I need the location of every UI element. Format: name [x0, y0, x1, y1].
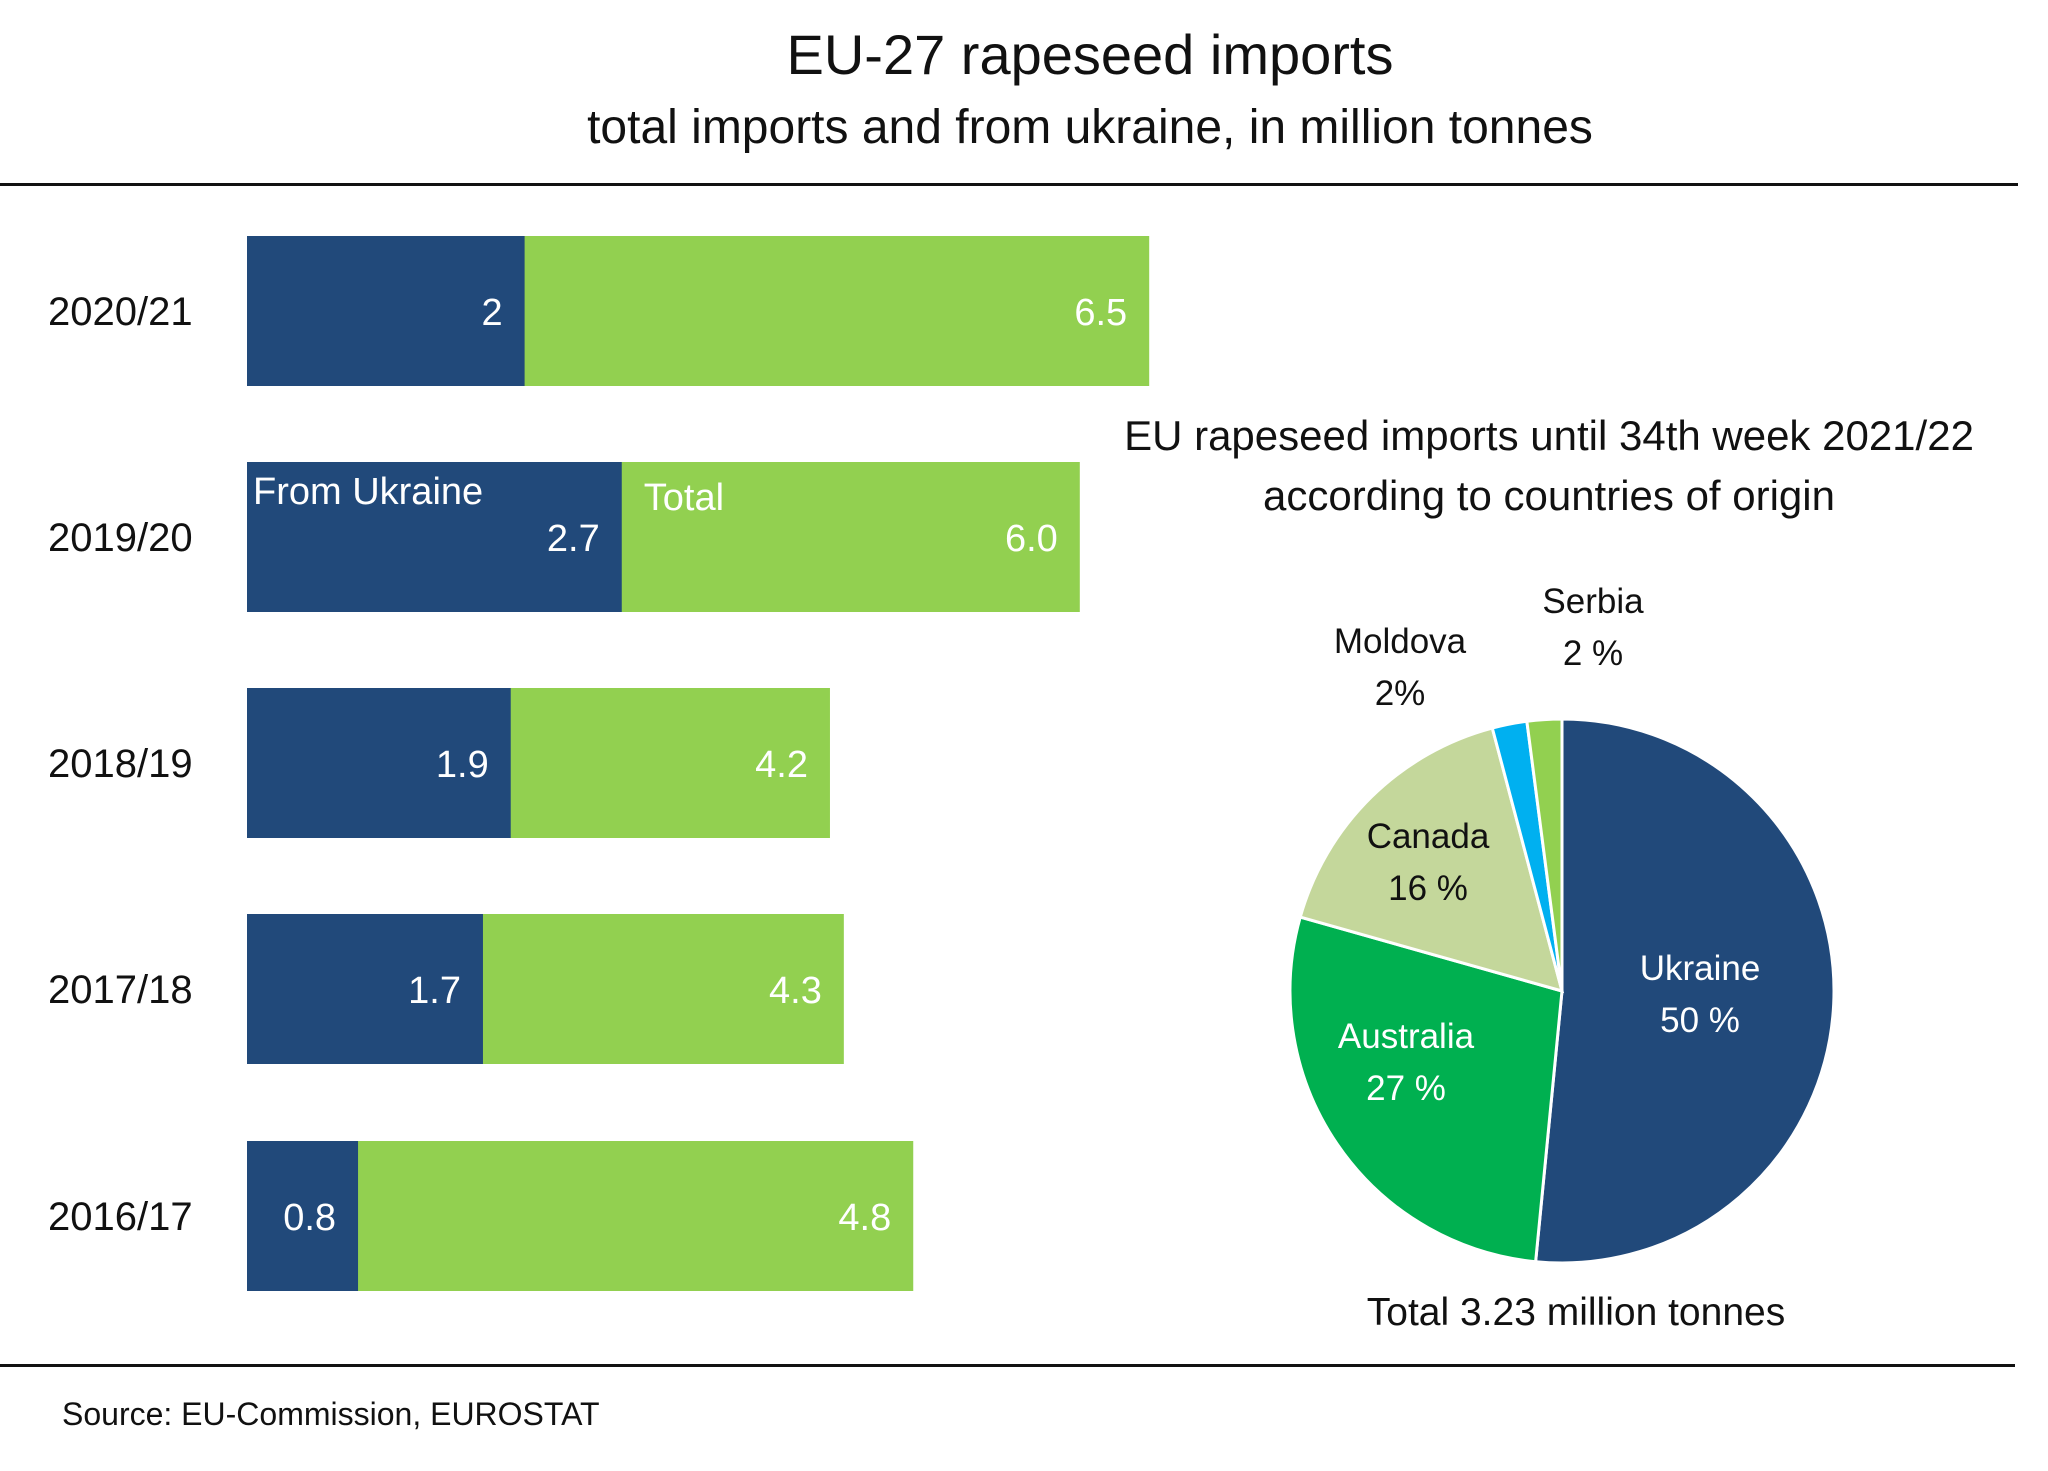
chart-subtitle: total imports and from ukraine, in milli…: [587, 101, 1593, 154]
category-label: 2019/20: [48, 516, 193, 560]
pie-label-percent: 50 %: [1660, 1001, 1740, 1040]
pie-chart: EU rapeseed imports until 34th week 2021…: [1124, 412, 1974, 1334]
pie-title-line-1: EU rapeseed imports until 34th week 2021…: [1124, 412, 1974, 459]
category-label: 2020/21: [48, 290, 193, 334]
value-label-ukraine: 2: [481, 292, 502, 334]
pie-slice-serbia: [1525, 717, 1564, 992]
bottom-divider: [0, 1364, 2015, 1367]
value-label-total: 4.3: [769, 970, 822, 1012]
pie-slice-ukraine: [1533, 717, 1836, 1265]
bar-from-ukraine: [247, 688, 511, 838]
pie-label-percent: 27 %: [1366, 1069, 1446, 1108]
pie-label-name: Moldova: [1334, 622, 1467, 661]
value-label-total: 6.0: [1005, 518, 1058, 560]
bar-from-ukraine: [247, 1141, 359, 1291]
category-label: 2016/17: [48, 1195, 193, 1239]
pie-label-percent: 16 %: [1388, 869, 1468, 908]
source-note: Source: EU-Commission, EUROSTAT: [62, 1396, 600, 1432]
value-label-ukraine: 0.8: [283, 1197, 336, 1239]
top-divider: [0, 183, 2018, 186]
bar-from-ukraine: [247, 462, 622, 612]
pie-label-name: Ukraine: [1640, 949, 1761, 988]
pie-title-line-2: according to countries of origin: [1263, 472, 1835, 519]
bar-from-ukraine: [247, 236, 525, 386]
category-label: 2018/19: [48, 742, 193, 786]
value-label-ukraine: 2.7: [547, 518, 600, 560]
value-label-ukraine: 1.9: [436, 744, 489, 786]
pie-label-name: Australia: [1338, 1017, 1475, 1056]
category-label: 2017/18: [48, 968, 193, 1012]
pie-slice-australia: [1288, 915, 1564, 1264]
pie-total-label: Total 3.23 million tonnes: [1367, 1291, 1785, 1334]
pie-slice-canada: [1298, 726, 1565, 994]
chart-title: EU-27 rapeseed imports: [786, 23, 1394, 86]
value-label-total: 6.5: [1074, 292, 1127, 334]
bar-chart: 2020/21 2 6.5 2019/20 2.7 6.0 From Ukraine Tota…: [48, 236, 1150, 1291]
pie-label-percent: 2%: [1375, 674, 1426, 713]
pie-label-percent: 2 %: [1563, 634, 1623, 673]
value-label-ukraine: 1.7: [408, 970, 461, 1012]
pie-label-name: Canada: [1367, 817, 1490, 856]
legend-total: Total: [644, 477, 724, 519]
value-label-total: 4.2: [755, 744, 808, 786]
pie-label-name: Serbia: [1542, 582, 1644, 621]
bar-from-ukraine: [247, 914, 483, 1064]
legend-from-ukraine: From Ukraine: [253, 471, 483, 513]
value-label-total: 4.8: [838, 1197, 891, 1239]
